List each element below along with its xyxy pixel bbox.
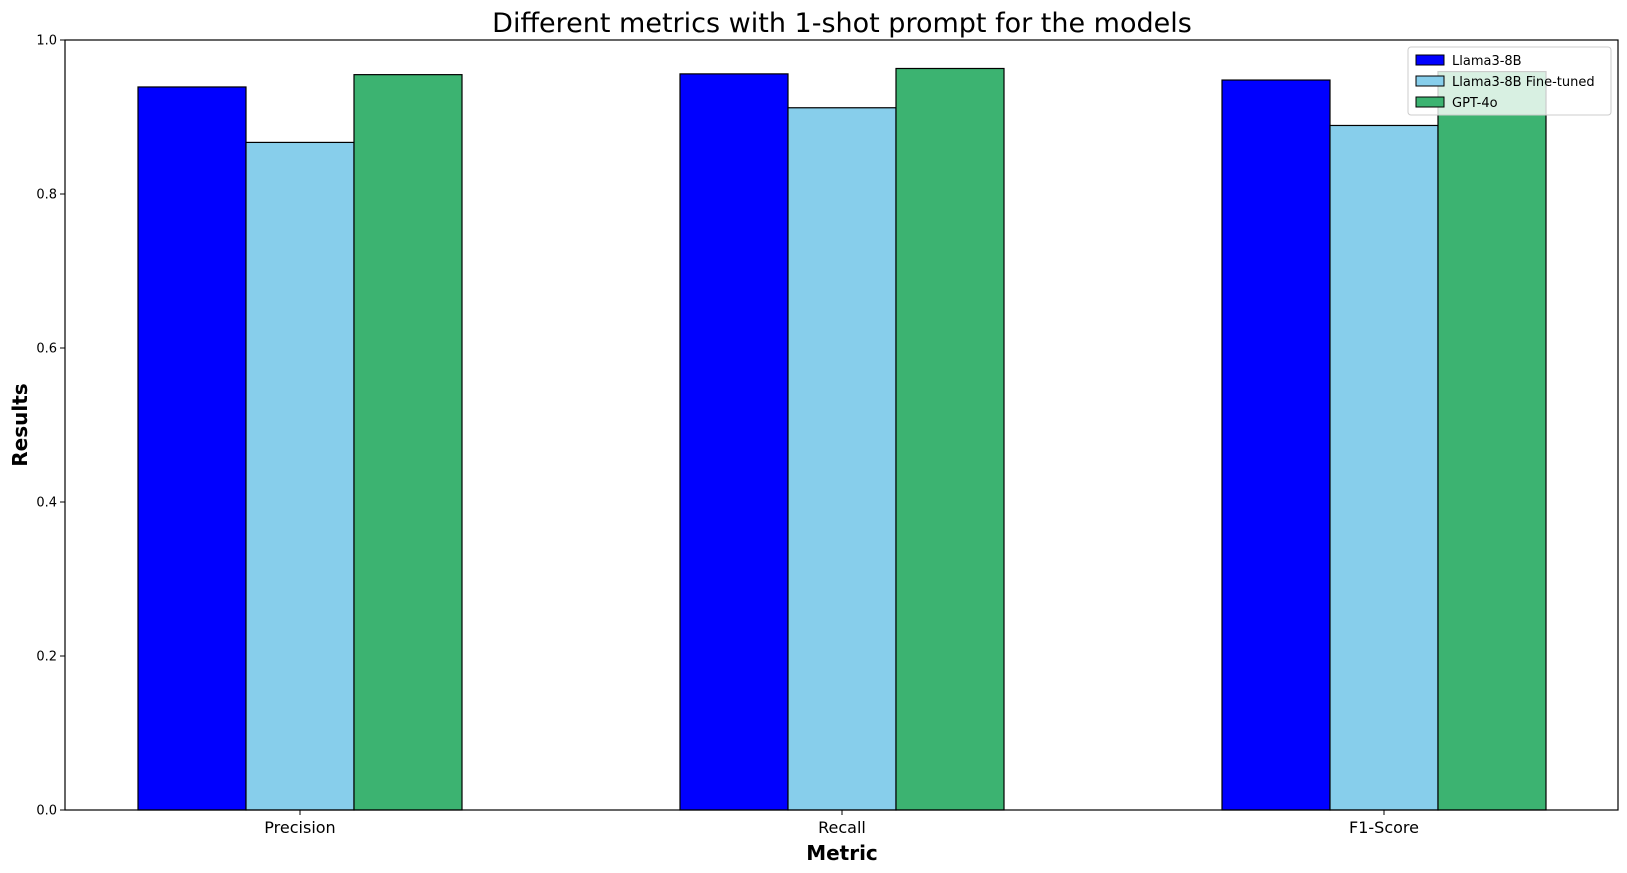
bar-gpt-4o-precision: [353, 74, 463, 811]
legend-swatch: [1415, 54, 1445, 66]
y-tick-label: 1.0: [36, 34, 57, 49]
x-axis: Precision Recall F1-Score: [264, 810, 1419, 837]
chart-title: Different metrics with 1-shot prompt for…: [492, 8, 1192, 39]
legend-label: GPT-4o: [1452, 96, 1498, 111]
x-axis-label: Metric: [806, 841, 878, 865]
bar-gpt-4o-recall: [895, 67, 1005, 811]
y-axis: 0.0 0.2 0.4 0.6 0.8 1.0: [36, 34, 65, 819]
bar-llama3-8b-precision: [137, 86, 247, 811]
bar-llama3-8b-recall: [679, 73, 789, 811]
y-tick-label: 0.2: [36, 650, 57, 665]
legend-label: Llama3-8B: [1452, 54, 1522, 69]
legend-swatch: [1415, 75, 1445, 87]
legend-label: Llama3-8B Fine-tuned: [1452, 75, 1595, 90]
y-axis-label: Results: [8, 383, 32, 466]
y-tick-label: 0.6: [36, 342, 57, 357]
bar-llama3-8b-fine-tuned-recall: [787, 107, 897, 811]
y-tick-label: 0.0: [36, 804, 57, 819]
legend: Llama3-8B Llama3-8B Fine-tuned GPT-4o: [1407, 46, 1612, 116]
bars-group: [137, 67, 1547, 811]
bar-llama3-8b-f1-score: [1221, 79, 1331, 811]
y-tick-label: 0.4: [36, 496, 57, 511]
x-tick-label: Precision: [264, 818, 335, 837]
legend-swatch: [1415, 96, 1445, 108]
bar-gpt-4o-f1-score: [1437, 70, 1547, 811]
x-tick-label: F1-Score: [1349, 818, 1419, 837]
y-tick-label: 0.8: [36, 188, 57, 203]
bar-llama3-8b-fine-tuned-precision: [245, 141, 355, 811]
bar-llama3-8b-fine-tuned-f1-score: [1329, 124, 1439, 811]
legend-frame: [1407, 46, 1612, 116]
x-tick-label: Recall: [818, 818, 866, 837]
